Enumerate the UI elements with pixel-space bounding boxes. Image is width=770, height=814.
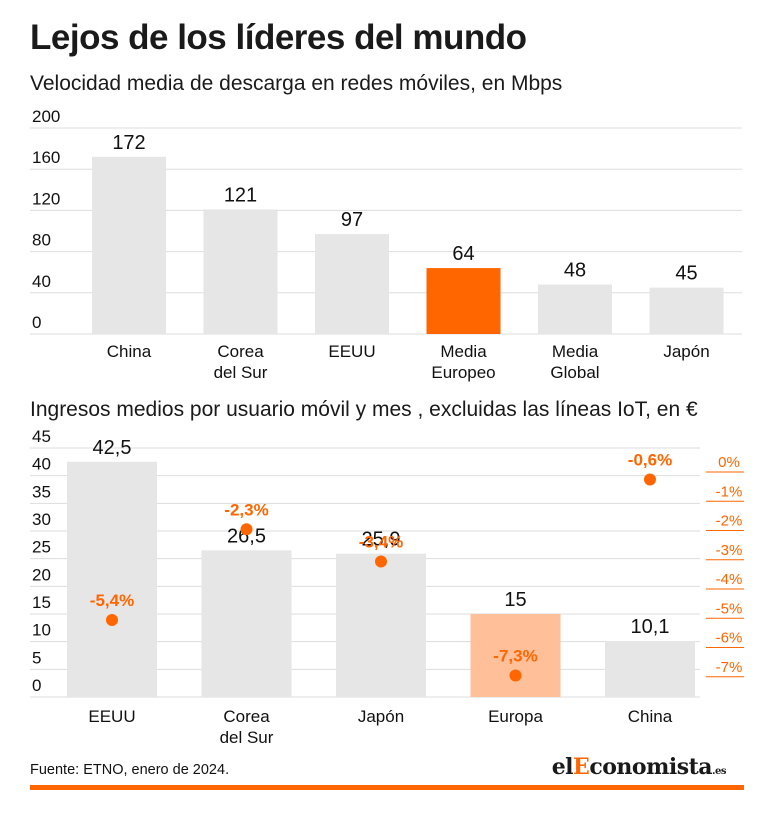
chart1-bar [538, 284, 612, 334]
chart1-ytick-label: 160 [32, 148, 60, 167]
chart2-category-label: China [628, 707, 673, 726]
chart2-bar [67, 461, 157, 697]
chart1-data-label: 45 [675, 263, 697, 285]
chart2-variation-label: -0,6% [628, 451, 672, 470]
chart2-ytick-label: 35 [32, 482, 51, 501]
chart2-variation-label: -7,3% [493, 647, 537, 666]
chart1-category-label: Global [550, 363, 599, 382]
chart2-secondary-tick-label: -5% [716, 600, 743, 617]
chart2-variation-point [644, 473, 656, 486]
chart2-variation-label: -2,3% [224, 500, 268, 519]
chart2-ytick-label: 5 [32, 648, 41, 667]
chart2-secondary-tick-label: -1% [716, 483, 743, 500]
chart1-category-label: Media [440, 342, 487, 361]
chart1-bar [315, 234, 389, 334]
chart1-ytick-label: 40 [32, 272, 51, 291]
page-title: Lejos de los líderes del mundo [30, 18, 527, 57]
chart2-secondary-tick-label: 0% [718, 454, 740, 471]
chart2-category-label: del Sur [220, 728, 274, 747]
chart1-category-label: del Sur [214, 363, 268, 382]
chart1-ytick-label: 80 [32, 231, 51, 250]
chart1-category-label: China [107, 342, 152, 361]
chart2-variation-point [509, 669, 522, 682]
chart2-secondary-tick-label: -7% [716, 659, 743, 676]
chart2-ytick-label: 40 [32, 455, 51, 474]
chart1-category-label: Corea [217, 342, 264, 361]
chart2-ytick-label: 15 [32, 593, 51, 612]
chart2-category-label: Japón [358, 707, 404, 726]
chart2-secondary-tick-label: -6% [716, 630, 743, 647]
chart2-bar [336, 553, 426, 697]
chart2-data-label: 25,9 [362, 529, 401, 551]
chart1-bar [203, 209, 278, 334]
chart1-category-label: Europeo [431, 363, 495, 382]
chart2-data-label: 42,5 [93, 437, 132, 459]
chart1-data-label: 172 [112, 132, 145, 154]
chart2-secondary-tick-label: -4% [716, 571, 743, 588]
chart2-ytick-label: 30 [32, 510, 51, 529]
chart2-category-label: EEUU [88, 707, 135, 726]
chart2-category-label: Corea [223, 707, 270, 726]
chart2-data-label: 26,5 [227, 525, 266, 547]
chart1-title: Velocidad media de descarga en redes móv… [30, 72, 563, 95]
source-note: Fuente: ETNO, enero de 2024. [30, 762, 230, 778]
chart1-ytick-label: 0 [32, 313, 41, 332]
chart1-data-label: 48 [564, 260, 586, 282]
chart2-bar [201, 550, 292, 697]
chart1-data-label: 121 [224, 184, 257, 206]
chart1-bar [92, 156, 166, 334]
chart2-data-label: 15 [504, 589, 526, 611]
footer-accent-bar [30, 785, 744, 790]
chart2-ytick-label: 0 [32, 676, 41, 695]
chart2-variation-point [240, 523, 253, 536]
chart1-category-label: Japón [663, 342, 709, 361]
chart2-variation-point [375, 555, 387, 568]
chart1-category-label: EEUU [328, 342, 375, 361]
chart2-bar [470, 614, 561, 697]
brand-logo: elEconomista.es [551, 754, 727, 780]
chart2-ytick-label: 45 [32, 427, 51, 446]
chart2-secondary-tick-label: -3% [716, 542, 743, 559]
chart1-bar [426, 268, 501, 334]
chart1-bar [649, 287, 724, 334]
chart2-variation-label: -5,4% [90, 591, 134, 610]
chart1-data-label: 97 [341, 209, 363, 231]
chart1-ytick-label: 120 [32, 189, 60, 208]
chart2-title: Ingresos medios por usuario móvil y mes … [30, 398, 698, 421]
chart1-data-label: 64 [452, 243, 474, 265]
chart1-category-label: Media [552, 342, 599, 361]
chart2-category-label: Europa [488, 707, 543, 726]
chart2-ytick-label: 25 [32, 538, 51, 557]
chart2-ytick-label: 10 [32, 621, 51, 640]
chart2-bar [605, 641, 695, 697]
chart2-variation-point [106, 613, 118, 626]
chart1-ytick-label: 200 [32, 107, 60, 126]
chart2-secondary-tick-label: -2% [716, 513, 743, 530]
chart2-data-label: 10,1 [631, 616, 670, 638]
chart2-variation-label: -3,4% [359, 532, 403, 551]
chart2-ytick-label: 20 [32, 565, 51, 584]
